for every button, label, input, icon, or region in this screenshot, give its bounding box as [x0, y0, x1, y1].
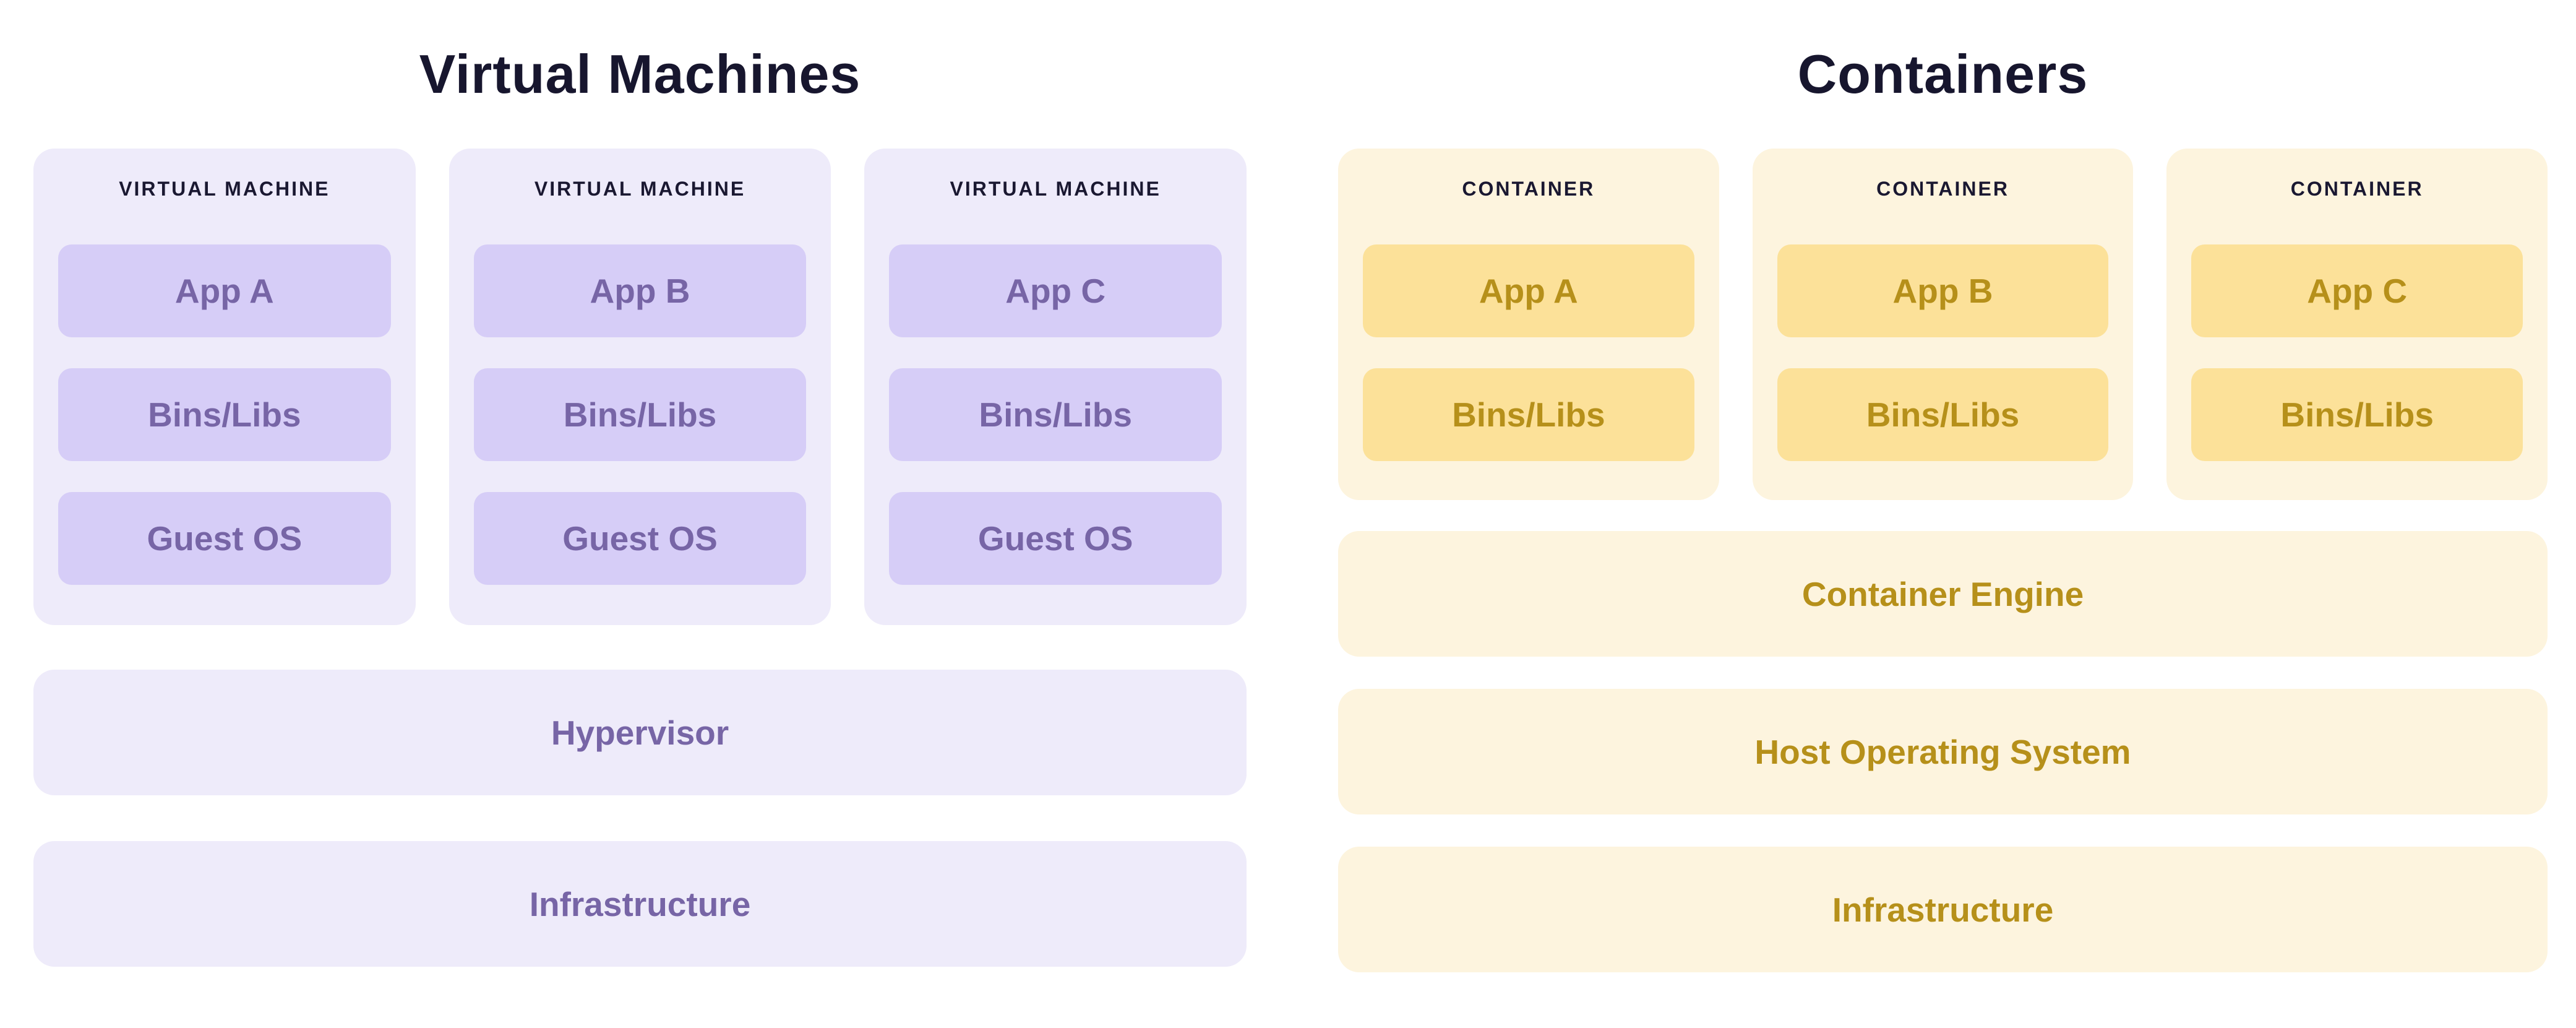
container-card-2: CONTAINER App B Bins/Libs	[1752, 149, 2134, 500]
vm-card-3: VIRTUAL MACHINE App C Bins/Libs Guest OS	[864, 149, 1247, 625]
vm-card-1-binslibs-block: Bins/Libs	[58, 368, 391, 461]
container-card-3-app-block: App C	[2191, 244, 2523, 337]
container-card-1-app-block: App A	[1363, 244, 1694, 337]
vm-card-1-guestos-block: Guest OS	[58, 492, 391, 585]
container-card-2-app-block: App B	[1777, 244, 2109, 337]
vm-card-2-binslibs-block: Bins/Libs	[473, 368, 807, 461]
container-card-2-label: CONTAINER	[1876, 177, 2009, 200]
hypervisor-bar: Hypervisor	[33, 670, 1247, 795]
virtual-machines-title: Virtual Machines	[419, 43, 861, 105]
containers-title: Containers	[1797, 43, 2089, 105]
vm-card-3-guestos-block: Guest OS	[889, 492, 1222, 585]
virtual-machines-section: Virtual Machines VIRTUAL MACHINE App A B…	[33, 0, 1247, 1028]
vm-card-2-label: VIRTUAL MACHINE	[534, 177, 746, 200]
container-card-1: CONTAINER App A Bins/Libs	[1338, 149, 1719, 500]
container-infrastructure-bar: Infrastructure	[1338, 847, 2548, 972]
vm-card-3-binslibs-block: Bins/Libs	[889, 368, 1222, 461]
container-card-3-blocks: App C Bins/Libs	[2191, 244, 2523, 461]
vm-card-1: VIRTUAL MACHINE App A Bins/Libs Guest OS	[33, 149, 416, 625]
container-cards-row: CONTAINER App A Bins/Libs CONTAINER App …	[1338, 149, 2548, 500]
vm-card-3-app-block: App C	[889, 244, 1222, 337]
container-card-3-binslibs-block: Bins/Libs	[2191, 368, 2523, 461]
container-engine-bar: Container Engine	[1338, 531, 2548, 657]
container-card-1-blocks: App A Bins/Libs	[1363, 244, 1694, 461]
vm-card-2-app-block: App B	[473, 244, 807, 337]
container-card-3-label: CONTAINER	[2290, 177, 2424, 200]
container-card-1-label: CONTAINER	[1462, 177, 1595, 200]
vm-card-3-blocks: App C Bins/Libs Guest OS	[889, 244, 1222, 585]
vm-card-1-label: VIRTUAL MACHINE	[119, 177, 330, 200]
host-operating-system-bar: Host Operating System	[1338, 689, 2548, 814]
vm-card-2-guestos-block: Guest OS	[473, 492, 807, 585]
container-card-2-binslibs-block: Bins/Libs	[1777, 368, 2109, 461]
container-card-1-binslibs-block: Bins/Libs	[1363, 368, 1694, 461]
vm-infrastructure-bar: Infrastructure	[33, 841, 1247, 967]
container-card-2-blocks: App B Bins/Libs	[1777, 244, 2109, 461]
containers-section: Containers CONTAINER App A Bins/Libs CON…	[1338, 0, 2548, 1028]
vm-card-2-blocks: App B Bins/Libs Guest OS	[473, 244, 807, 585]
vm-card-1-blocks: App A Bins/Libs Guest OS	[58, 244, 391, 585]
vm-cards-row: VIRTUAL MACHINE App A Bins/Libs Guest OS…	[33, 149, 1247, 625]
vm-card-1-app-block: App A	[58, 244, 391, 337]
vm-card-3-label: VIRTUAL MACHINE	[950, 177, 1161, 200]
container-card-3: CONTAINER App C Bins/Libs	[2166, 149, 2548, 500]
vm-card-2: VIRTUAL MACHINE App B Bins/Libs Guest OS	[449, 149, 831, 625]
